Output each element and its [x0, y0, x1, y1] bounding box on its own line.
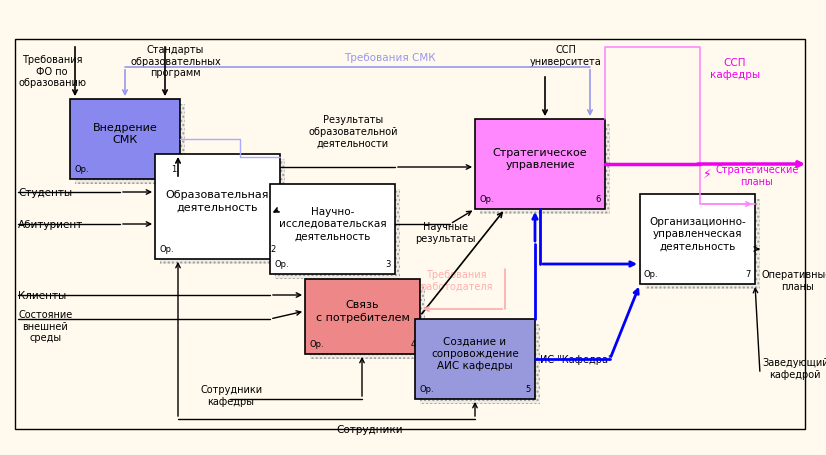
Bar: [70, 100, 180, 180]
Bar: [15, 40, 805, 429]
Text: Оперативные
планы: Оперативные планы: [762, 269, 826, 291]
Text: Сотрудники: Сотрудники: [337, 424, 403, 434]
Text: Ор.: Ор.: [74, 165, 88, 174]
Text: Ор.: Ор.: [274, 259, 288, 268]
Text: Сотрудники
кафедры: Сотрудники кафедры: [200, 384, 262, 406]
Text: Стратегические
планы: Стратегические планы: [715, 165, 799, 186]
Text: 7: 7: [746, 269, 751, 278]
Text: Результаты
образовательной
деятельности: Результаты образовательной деятельности: [308, 115, 397, 148]
Text: ССП
кафедры: ССП кафедры: [710, 58, 760, 80]
Text: ИС "Кафедра": ИС "Кафедра": [540, 354, 613, 364]
Bar: [305, 279, 420, 354]
Bar: [640, 195, 755, 284]
Bar: [160, 160, 285, 264]
Text: ⚡: ⚡: [703, 167, 712, 181]
Bar: [480, 125, 610, 214]
Text: Клиенты: Клиенты: [18, 290, 66, 300]
Bar: [75, 105, 185, 185]
Text: Требования СМК: Требования СМК: [344, 53, 436, 63]
Text: Состояние
внешней
среды: Состояние внешней среды: [18, 309, 72, 343]
Text: Требования
работодателя: Требования работодателя: [420, 269, 492, 291]
Text: 1: 1: [171, 165, 176, 174]
Text: Научно-
исследовательская
деятельность: Научно- исследовательская деятельность: [278, 206, 387, 241]
Text: Студенты: Студенты: [18, 187, 72, 197]
Text: 6: 6: [596, 195, 601, 203]
Text: Внедрение
СМК: Внедрение СМК: [93, 122, 158, 145]
Text: 5: 5: [526, 384, 531, 393]
Bar: [645, 200, 760, 289]
Text: Образовательная
деятельность: Образовательная деятельность: [166, 190, 269, 212]
Bar: [645, 200, 760, 289]
Text: Научные
результаты: Научные результаты: [415, 222, 476, 243]
Text: Ор.: Ор.: [644, 269, 658, 278]
Bar: [480, 125, 610, 214]
Text: Ор.: Ор.: [479, 195, 494, 203]
Text: ССП
университета: ССП университета: [530, 45, 602, 66]
Text: 2: 2: [271, 244, 276, 253]
Bar: [275, 190, 400, 279]
Text: Абитуриент: Абитуриент: [18, 219, 83, 229]
Bar: [270, 185, 395, 274]
Text: Требования
ФО по
образованию: Требования ФО по образованию: [18, 55, 86, 88]
Text: Заведующий
кафедрой: Заведующий кафедрой: [762, 357, 826, 379]
Bar: [155, 155, 280, 259]
Text: Организационно-
управленческая
деятельность: Организационно- управленческая деятельно…: [649, 216, 746, 251]
Bar: [75, 105, 185, 185]
Text: Стандарты
образовательных
программ: Стандарты образовательных программ: [130, 45, 221, 78]
Text: 3: 3: [386, 259, 391, 268]
Text: Ор.: Ор.: [159, 244, 173, 253]
Text: Стратегическое
управление: Стратегическое управление: [492, 147, 587, 170]
Text: Связь
с потребителем: Связь с потребителем: [316, 300, 410, 322]
Bar: [275, 190, 400, 279]
Bar: [420, 324, 540, 404]
Text: 4: 4: [411, 339, 416, 348]
Bar: [310, 284, 425, 359]
Text: Создание и
сопровождение
АИС кафедры: Создание и сопровождение АИС кафедры: [431, 336, 519, 370]
Bar: [160, 160, 285, 264]
Bar: [415, 319, 535, 399]
Text: Ор.: Ор.: [419, 384, 434, 393]
Bar: [310, 284, 425, 359]
Bar: [420, 324, 540, 404]
Text: Ор.: Ор.: [309, 339, 324, 348]
Bar: [475, 120, 605, 210]
